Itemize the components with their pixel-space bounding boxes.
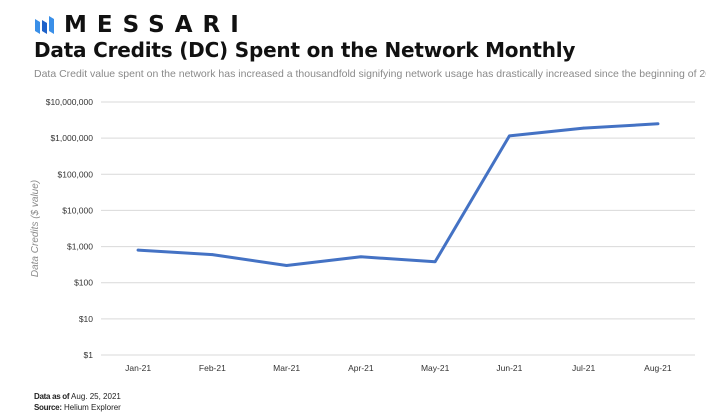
chart: $1 $10 $100 $1,000 $10,000 $100,000 $1,000,000… bbox=[30, 97, 695, 373]
x-tick-label: Mar-21 bbox=[273, 363, 300, 373]
y-tick-labels: $1 $10 $100 $1,000 $10,000 $100,000 $1,000,000… bbox=[46, 97, 94, 360]
y-tick-label: $1 bbox=[84, 350, 94, 360]
data-as-of-value: Aug. 25, 2021 bbox=[71, 392, 121, 401]
y-tick-label: $100 bbox=[74, 278, 93, 288]
data-as-of-label: Data as of bbox=[34, 392, 70, 401]
x-tick-label: Jul-21 bbox=[572, 363, 595, 373]
messari-logo-icon bbox=[35, 16, 54, 34]
brand: MESSARI bbox=[34, 13, 249, 37]
data-point bbox=[285, 264, 288, 267]
data-point bbox=[433, 260, 437, 264]
data-as-of: Data as of Aug. 25, 2021 bbox=[34, 392, 121, 401]
data-point bbox=[656, 122, 660, 126]
chart-subtitle: Data Credit value spent on the network h… bbox=[34, 68, 706, 80]
gridlines bbox=[101, 101, 695, 356]
y-axis-title: Data Credits ($ value) bbox=[30, 180, 41, 277]
x-tick-label: Feb-21 bbox=[199, 363, 226, 373]
source-value: Helium Explorer bbox=[63, 403, 121, 412]
x-tick-label: Apr-21 bbox=[348, 363, 374, 373]
x-tick-label: Aug-21 bbox=[644, 363, 672, 373]
brand-name: MESSARI bbox=[64, 12, 249, 38]
y-tick-label: $10 bbox=[79, 314, 93, 324]
data-point bbox=[508, 134, 511, 138]
source-label: Source bbox=[34, 403, 60, 412]
data-point bbox=[211, 253, 214, 256]
x-tick-label: Jun-21 bbox=[496, 363, 522, 373]
y-tick-label: $1,000 bbox=[67, 242, 93, 252]
data-point bbox=[582, 126, 585, 130]
chart-title: Data Credits (DC) Spent on the Network M… bbox=[34, 38, 576, 62]
data-point bbox=[136, 248, 140, 252]
y-tick-label: $1,000,000 bbox=[50, 133, 93, 143]
x-tick-label: Jan-21 bbox=[125, 363, 151, 373]
x-tick-labels: Jan-21 Feb-21 Mar-21 Apr-21 May-21 Jun-21 Jul-… bbox=[125, 363, 672, 373]
y-tick-label: $10,000,000 bbox=[46, 97, 94, 107]
y-tick-label: $100,000 bbox=[58, 169, 94, 179]
source: Source: Helium Explorer bbox=[34, 403, 121, 412]
data-point bbox=[359, 255, 363, 259]
series-group bbox=[136, 122, 660, 267]
series-line bbox=[136, 122, 660, 267]
x-tick-label: May-21 bbox=[421, 363, 450, 373]
y-tick-label: $10,000 bbox=[62, 205, 93, 215]
